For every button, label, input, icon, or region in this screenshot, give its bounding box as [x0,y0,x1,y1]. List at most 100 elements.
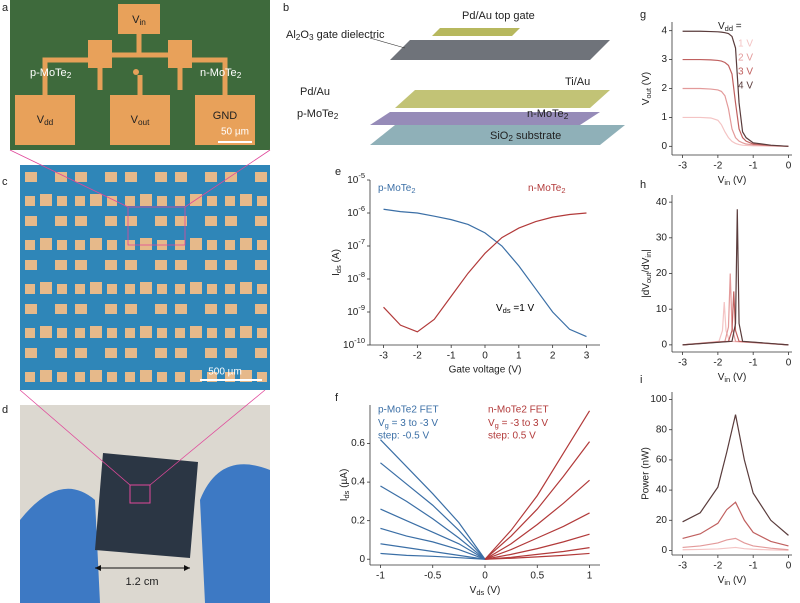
label: p-MoTe2 [297,108,339,121]
pad [57,196,67,206]
pad [255,260,267,270]
pad [175,328,185,338]
pad [157,284,167,294]
text-part: = [733,21,742,32]
panel-letter: e [335,166,341,178]
pad [157,196,167,206]
text-part: gate dielectric [314,29,385,41]
text-part: (V) [484,585,500,596]
text-part: 3 [309,33,314,42]
text-part: Al [286,29,296,41]
text-part: 10 [347,274,359,285]
text-part: = -3 to 3 V [499,418,549,429]
y-tick-label: 10-9 [347,303,365,318]
text-part: (V) [641,72,652,88]
text-part: 10 [347,307,359,318]
pad [105,260,117,270]
pad [57,240,67,250]
x-tick-label: 1 [516,351,522,362]
pad [40,326,52,338]
text-part: 2 [237,71,242,80]
pad [25,240,35,250]
pad [75,260,87,270]
pad [140,370,152,382]
text-part: 2 [564,112,569,121]
label: p-MoTe2 [30,67,72,80]
pad [88,40,112,68]
text-part: I [339,499,350,502]
pad [75,372,85,382]
legend-entry: 2 V [738,53,753,64]
text-part: | [641,249,652,252]
pad [207,372,217,382]
pad [75,172,87,182]
pad [90,370,102,382]
text-part: in [724,375,730,384]
annotation: n-MoTe2 FET [488,405,549,416]
pad [25,216,37,226]
pad [155,260,167,270]
pad [75,304,87,314]
text-part: ds [342,490,351,498]
text-part: in [724,578,730,587]
pad [207,328,217,338]
pad [205,260,217,270]
pad [190,326,202,338]
pad [205,172,217,182]
text-part: (µA) [339,469,350,491]
x-tick-label: -2 [713,561,722,572]
text-part: -7 [358,237,365,246]
x-tick-label: -1 [447,351,456,362]
y-tick-label: 80 [656,424,668,435]
pad [257,372,267,382]
inset-box [129,484,151,504]
pad [118,4,160,34]
pad [240,282,252,294]
y-tick-label: 40 [656,485,668,496]
x-tick-label: 0 [786,561,792,572]
y-tick-label: 60 [656,455,668,466]
series-line [484,410,591,560]
x-axis-label: Vds (V) [470,585,501,597]
pad [105,216,117,226]
pad [205,304,217,314]
x-tick-label: 0 [482,571,488,582]
label: Vdd [37,114,54,127]
series-line [682,30,789,147]
pad [75,196,85,206]
text-part: ds [503,306,511,315]
pad [105,304,117,314]
y-tick-label: 10-6 [347,204,365,219]
panel-letter: a [2,2,9,14]
series-line [380,527,486,560]
pad [140,282,152,294]
x-tick-label: 0 [786,358,792,369]
pad [125,372,135,382]
pad [107,196,117,206]
pad [90,194,102,206]
connector [184,149,271,208]
text-part: 2 [334,112,339,121]
pad [125,172,137,182]
pad [55,260,67,270]
connector [9,149,129,208]
text-part: V [718,372,725,383]
text-part: n-MoTe [527,108,564,120]
y-tick-label: 10-7 [347,237,365,252]
pad [155,216,167,226]
x-tick-label: -3 [678,161,687,172]
pad [190,238,202,250]
pad [240,326,252,338]
text-part: in [139,18,146,27]
legend-entry: p-MoTe2 [378,183,416,195]
y-axis-label: Ids (A) [331,249,343,276]
text-part: in [724,178,730,187]
text-part: dd [44,118,54,127]
contacts [395,90,610,108]
y-tick-label: 20 [656,268,668,279]
text-part: 10 [347,241,359,252]
text-part: V [131,114,139,126]
pad [75,348,87,358]
pad [40,194,52,206]
y-tick-label: 30 [656,232,668,243]
